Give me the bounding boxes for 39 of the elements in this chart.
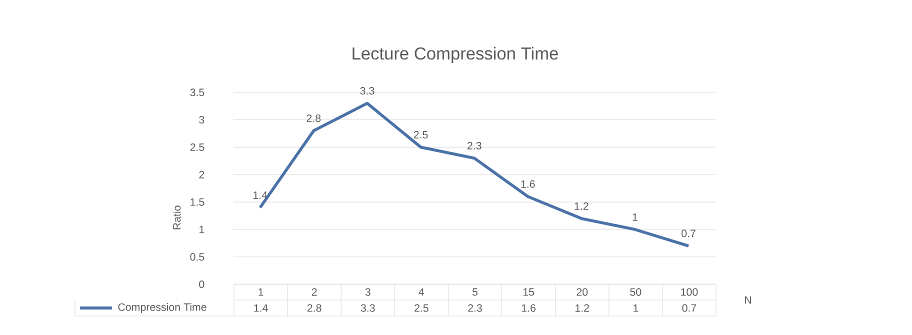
y-tick-label: 0.5 [190, 253, 204, 261]
x-tick-label: 20 [576, 288, 588, 296]
y-tick-label: 3 [199, 116, 204, 124]
y-tick-label: 0 [199, 280, 204, 288]
annotation: 1.2 [574, 202, 588, 210]
x-tick-label: 1 [258, 288, 264, 296]
y-tick-label: 1 [200, 226, 204, 234]
data-label: 2.3 [468, 304, 482, 312]
data-label: 1.6 [522, 304, 536, 312]
x-axis-title: N [745, 296, 751, 304]
annotation: 2.8 [306, 114, 321, 122]
annotation: 1.6 [521, 180, 535, 188]
data-label: 0.7 [682, 304, 696, 312]
x-tick-label: 5 [472, 288, 478, 296]
annotation: 2.3 [467, 142, 482, 150]
annotation: 0.7 [682, 230, 696, 238]
y-axis-title: Ratio [172, 206, 181, 230]
data-label: 2.5 [414, 304, 428, 312]
x-tick-label: 4 [418, 288, 424, 296]
legend-label: Compression Time [118, 303, 206, 313]
x-tick-label: 50 [630, 288, 642, 296]
y-tick-label: 2.5 [190, 143, 204, 151]
annotation: 3.3 [360, 87, 374, 95]
y-tick-label: 2 [199, 170, 204, 178]
chart-title: Lecture Compression Time [352, 46, 558, 64]
data-label: 1 [634, 304, 638, 312]
y-tick-label: 1.5 [190, 198, 204, 206]
x-tick-label: 100 [681, 288, 698, 296]
data-label: 2.8 [307, 304, 322, 312]
data-label: 3.3 [360, 304, 375, 312]
data-label: 1.4 [254, 304, 268, 312]
data-label: 1.2 [576, 304, 589, 312]
x-tick-label: 3 [365, 288, 370, 296]
x-tick-label: 2 [312, 288, 317, 296]
annotation: 1 [632, 213, 638, 221]
annotation: 2.5 [414, 130, 428, 138]
y-tick-label: 3.5 [190, 88, 204, 96]
x-tick-label: 15 [523, 288, 534, 296]
annotation: 1.4 [254, 191, 268, 199]
